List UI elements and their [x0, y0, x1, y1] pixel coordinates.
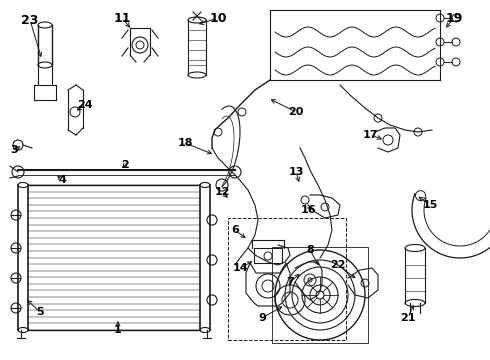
Text: 10: 10 [209, 12, 227, 24]
Text: 17: 17 [362, 130, 378, 140]
Bar [272, 247, 368, 343]
Text: 3: 3 [10, 145, 18, 155]
Text: 18: 18 [177, 138, 193, 148]
Text: 13: 13 [288, 167, 304, 177]
Text: 20: 20 [288, 107, 304, 117]
Text: 2: 2 [121, 160, 129, 170]
Text: 23: 23 [21, 13, 39, 27]
Text: 7: 7 [286, 277, 294, 287]
Text: 22: 22 [330, 260, 346, 270]
Bar [228, 218, 346, 340]
Text: 19: 19 [445, 12, 463, 24]
Text: 24: 24 [77, 100, 93, 110]
Text: 16: 16 [300, 205, 316, 215]
Text: 15: 15 [422, 200, 438, 210]
Bar [254, 248, 282, 263]
Text: 4: 4 [58, 175, 66, 185]
Text: 6: 6 [231, 225, 239, 235]
Text: 21: 21 [400, 313, 416, 323]
Text: 14: 14 [232, 263, 248, 273]
Text: 1: 1 [114, 325, 122, 335]
Text: 8: 8 [306, 245, 314, 255]
Text: 12: 12 [214, 187, 230, 197]
Text: 9: 9 [258, 313, 266, 323]
Text: 11: 11 [113, 12, 131, 24]
Text: 5: 5 [36, 307, 44, 317]
